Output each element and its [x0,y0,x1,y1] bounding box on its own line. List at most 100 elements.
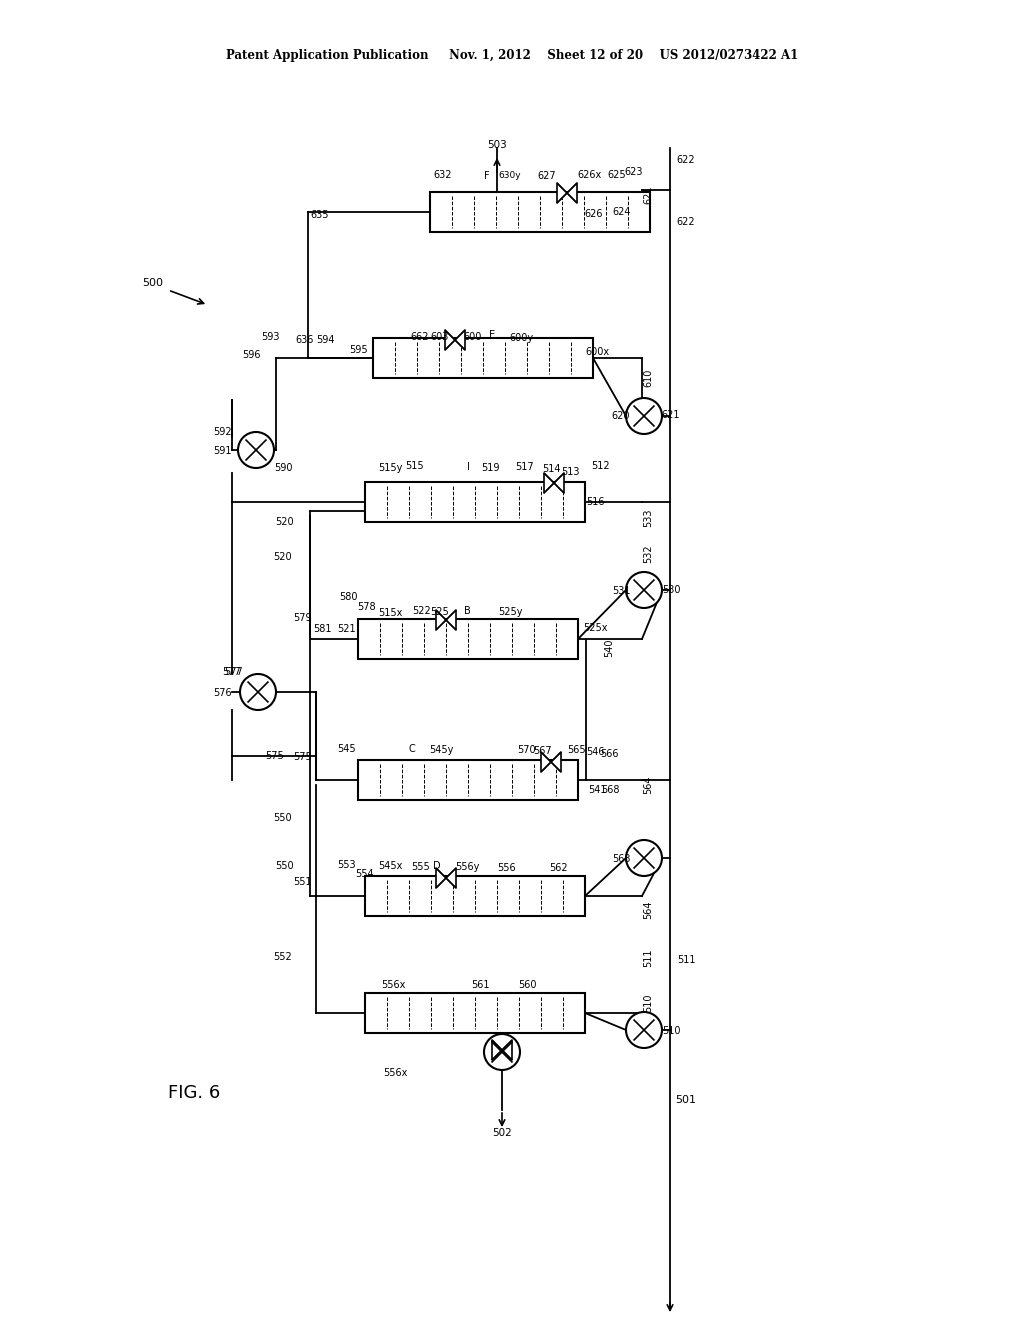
Text: 552: 552 [273,952,293,962]
Text: 551: 551 [294,876,312,887]
Polygon shape [557,183,567,203]
Text: 623: 623 [625,168,643,177]
Text: 555: 555 [412,862,430,873]
Polygon shape [551,752,561,772]
Text: 577: 577 [224,667,244,677]
Text: 591: 591 [213,446,232,455]
Text: 575: 575 [265,751,284,762]
Text: 570: 570 [517,744,536,755]
Text: 525y: 525y [498,607,522,616]
Text: 515: 515 [406,461,424,471]
Polygon shape [446,610,456,630]
Circle shape [238,432,274,469]
Text: C: C [409,744,416,754]
Text: 603: 603 [431,333,450,342]
Text: 662: 662 [411,333,429,342]
Text: 519: 519 [480,463,500,473]
Text: 622: 622 [677,216,695,227]
Text: 576: 576 [213,688,232,698]
Text: 545x: 545x [378,861,402,871]
Text: 532: 532 [643,545,653,564]
Text: 545y: 545y [429,744,454,755]
Circle shape [626,572,662,609]
Text: 621: 621 [662,411,680,420]
Text: 577: 577 [222,667,242,677]
Text: 556: 556 [498,863,516,873]
Text: 564: 564 [643,900,653,919]
Text: 635: 635 [310,210,329,220]
Text: 550: 550 [274,861,293,871]
Text: 564: 564 [643,776,653,795]
Text: 533: 533 [643,508,653,527]
Bar [358,619,578,659]
Text: 530: 530 [662,585,680,595]
Text: 595: 595 [349,345,368,355]
Text: 568: 568 [601,785,620,795]
Text: 566: 566 [600,748,618,759]
Text: 592: 592 [213,426,231,437]
Bar [358,760,578,800]
Text: 553: 553 [337,861,355,870]
Text: 545: 545 [337,744,355,754]
Text: 575: 575 [294,752,312,762]
Circle shape [240,675,276,710]
Text: 621: 621 [643,186,653,205]
Text: 516: 516 [586,498,604,507]
Text: 511: 511 [677,954,695,965]
Text: 562: 562 [549,863,567,873]
Bar [365,482,585,521]
Bar [365,993,585,1034]
Text: 610: 610 [643,368,653,387]
Text: 520: 520 [273,552,292,562]
Text: 622: 622 [677,154,695,165]
Text: 511: 511 [643,949,653,968]
Text: 580: 580 [339,591,357,602]
Text: 565: 565 [566,744,586,755]
Text: 590: 590 [273,463,292,473]
Text: 513: 513 [561,467,580,477]
Text: 620: 620 [611,411,630,421]
Text: I: I [467,462,469,473]
Text: 632: 632 [434,170,453,180]
Text: 514: 514 [542,465,560,474]
Circle shape [626,840,662,876]
Text: 503: 503 [487,140,507,150]
Circle shape [484,1034,520,1071]
Polygon shape [492,1040,502,1060]
Text: 560: 560 [518,979,537,990]
Circle shape [626,399,662,434]
Text: FIG. 6: FIG. 6 [168,1084,220,1102]
Text: 522: 522 [413,606,431,616]
Text: 520: 520 [274,517,293,527]
Text: 556y: 556y [455,862,479,873]
Text: 636: 636 [296,335,314,345]
Text: 500: 500 [142,279,164,288]
Circle shape [626,1012,662,1048]
Text: 550: 550 [273,813,292,822]
Text: 627: 627 [538,172,556,181]
Text: 600x: 600x [585,347,609,356]
Text: E: E [488,330,495,341]
Text: 626: 626 [585,209,603,219]
Polygon shape [544,473,554,492]
Polygon shape [445,330,455,350]
Text: 626x: 626x [577,170,601,180]
Text: 525x: 525x [583,623,607,634]
Text: 510: 510 [643,994,653,1012]
Text: 556x: 556x [381,979,406,990]
Polygon shape [446,869,456,888]
Polygon shape [436,869,446,888]
Text: 517: 517 [515,462,534,473]
Text: 541: 541 [588,785,606,795]
Polygon shape [436,610,446,630]
Polygon shape [502,1040,512,1060]
Text: 531: 531 [611,586,630,597]
Text: 563: 563 [611,854,630,865]
Text: 630y: 630y [499,170,521,180]
Text: 600y: 600y [509,333,534,343]
Text: 546: 546 [586,747,604,756]
Polygon shape [541,752,551,772]
Text: 578: 578 [356,602,376,612]
Text: 540: 540 [604,639,614,657]
Text: 594: 594 [315,335,334,345]
